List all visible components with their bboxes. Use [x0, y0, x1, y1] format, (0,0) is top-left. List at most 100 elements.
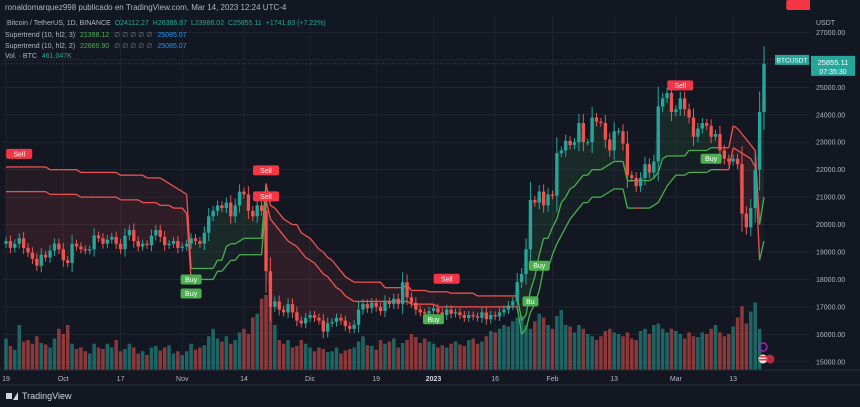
volume-bar	[515, 317, 519, 370]
supertrend-fast-fill	[358, 282, 363, 310]
candle-body	[132, 230, 136, 242]
supertrend-slow-line	[600, 193, 606, 198]
volume-bar	[259, 298, 264, 370]
flag-stripe	[759, 359, 767, 361]
supertrend-fast-fill	[433, 291, 438, 313]
supertrend-fast-fill	[6, 166, 11, 248]
candle-body	[207, 216, 211, 233]
supertrend-slow-line	[653, 202, 659, 206]
supertrend-slow-fill	[283, 235, 289, 313]
sell-signal[interactable]: Sell	[433, 273, 460, 284]
supertrend-fast-line	[538, 238, 545, 255]
supertrend-fast-fill	[133, 175, 139, 247]
country-flag-icon	[758, 354, 775, 364]
time-tick-label: 14	[240, 376, 248, 383]
sell-signal[interactable]: Sell	[253, 191, 280, 202]
candle-body	[312, 315, 317, 318]
supertrend-fast-line	[741, 133, 747, 140]
supertrend-fast-fill	[627, 175, 632, 181]
supertrend-slow-fill	[565, 140, 571, 228]
supertrend-slow-fill	[318, 268, 324, 332]
supertrend-fast-fill	[583, 142, 588, 176]
buy-signal[interactable]: Buy	[700, 153, 722, 164]
supertrend-fast-fill	[173, 186, 178, 248]
supertrend-fast-fill	[160, 177, 165, 246]
buy-signal[interactable]: Bu	[522, 296, 539, 307]
supertrend-slow-fill	[191, 238, 196, 280]
supertrend-fast-fill	[424, 290, 430, 314]
volume-bar	[726, 334, 731, 370]
volume-bar	[621, 336, 625, 370]
supertrend-fast-fill	[279, 213, 284, 313]
candle-body	[118, 243, 123, 250]
supertrend-fast-fill	[58, 169, 64, 261]
candle-body	[727, 158, 731, 162]
candle-body	[414, 302, 418, 310]
supertrend-1-legend[interactable]: Supertrend (10, hl2, 3) 21398.12 ∅ ∅ ∅ ∅…	[5, 31, 187, 39]
supertrend-2-label: Supertrend (10, hl2, 2)	[5, 43, 76, 50]
sell-signal[interactable]: Sell	[786, 0, 813, 10]
volume-bar	[361, 336, 365, 370]
supertrend-fast-fill	[565, 140, 571, 198]
supertrend-slow-line	[296, 246, 302, 253]
candle-body	[339, 317, 343, 321]
supertrend-slow-fill	[50, 194, 55, 251]
time-axis: 19 Oct 17 Nov 14 Dic 19 2023 16 Feb 13 Mar 13	[0, 369, 860, 386]
candle-body	[88, 249, 92, 251]
supertrend-fast-line	[212, 259, 219, 269]
buy-signal[interactable]: Buy	[422, 314, 444, 325]
supertrend-fast-line	[226, 243, 232, 248]
volume-bar	[541, 317, 546, 370]
sell-signal[interactable]: Sell	[6, 148, 33, 159]
supertrend-fast-fill	[468, 293, 474, 317]
candle-body	[682, 98, 687, 110]
candle-body	[251, 210, 255, 217]
buy-signal[interactable]: Buy	[528, 260, 550, 271]
volume-bar	[158, 350, 163, 370]
supertrend-fast-line	[380, 281, 386, 289]
supertrend-slow-line	[300, 251, 307, 258]
supertrend-slow-line	[662, 185, 668, 195]
candle-body	[550, 194, 555, 196]
supertrend-fast-line	[287, 221, 293, 226]
candle-body	[387, 301, 392, 305]
volume-bar	[709, 328, 713, 370]
supertrend-fast-fill	[32, 166, 37, 266]
buy-signal[interactable]: Buy	[180, 288, 202, 299]
supertrend-slow-line	[181, 207, 188, 214]
tradingview-footer[interactable]: TradingView	[6, 391, 72, 401]
supertrend-slow-line	[168, 204, 174, 209]
candle-body	[621, 131, 625, 144]
supertrend-fast-line	[529, 276, 536, 291]
supertrend-slow-fill	[63, 194, 68, 263]
volume-legend[interactable]: Vol. · BTC 461.047K	[5, 53, 72, 60]
symbol-name[interactable]: Bitcoin / TetherUS, 1D, BINANCE	[7, 20, 111, 27]
sell-signal[interactable]: Sell	[667, 80, 694, 91]
signal-badge	[528, 260, 550, 271]
candle-body	[660, 98, 665, 107]
volume-bar	[577, 325, 581, 370]
volume-bar	[682, 338, 687, 370]
volume-bar	[506, 326, 511, 370]
supertrend-2-legend[interactable]: Supertrend (10, hl2, 2) 22660.90 ∅ ∅ ∅ ∅…	[5, 42, 187, 50]
candle-body	[246, 194, 251, 211]
supertrend-fast-fill	[301, 232, 306, 324]
buy-signal[interactable]: Buy	[180, 274, 202, 285]
volume-bar	[378, 340, 383, 370]
volume-bar	[211, 328, 215, 370]
candle-body	[13, 243, 17, 248]
candle-body	[268, 271, 273, 307]
supertrend-fast-line	[344, 276, 351, 280]
supertrend-slow-fill	[292, 243, 297, 321]
volume-bar	[268, 306, 273, 370]
supertrend-fast-fill	[495, 295, 500, 317]
supertrend-slow-line	[732, 147, 738, 152]
candle-body	[691, 117, 696, 137]
time-tick-label: 19	[372, 376, 380, 383]
time-tick-label: 13	[610, 376, 618, 383]
supertrend-slow-line	[278, 229, 285, 236]
volume-bar	[735, 317, 740, 370]
volume-bar	[418, 343, 423, 370]
sell-signal[interactable]: Sell	[253, 165, 280, 176]
